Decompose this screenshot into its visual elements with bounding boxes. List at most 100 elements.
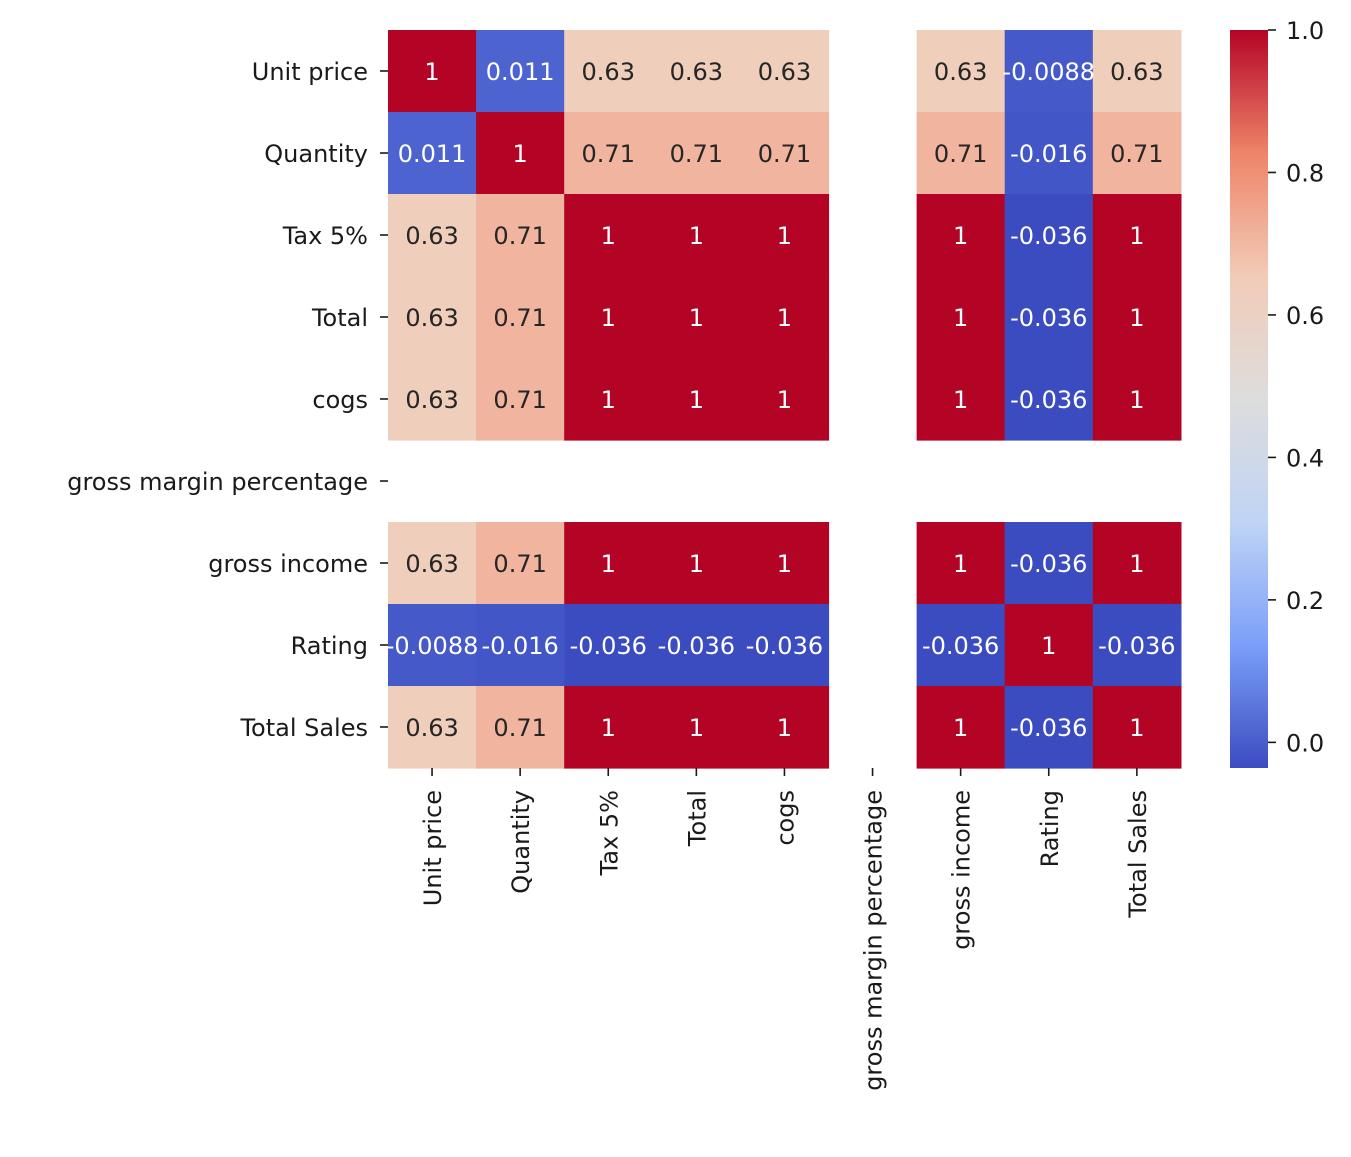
heatmap-cell — [388, 194, 477, 277]
heatmap-cell — [476, 276, 565, 359]
y-tick-label: cogs — [312, 386, 368, 414]
heatmap-annotation: -0.036 — [1010, 714, 1087, 742]
x-tick-label: gross margin percentage — [860, 790, 888, 1091]
heatmap-annotation: 1 — [601, 304, 616, 332]
x-tick-label: cogs — [771, 790, 799, 846]
heatmap-annotation: 1 — [601, 222, 616, 250]
heatmap-cell — [1092, 604, 1182, 687]
heatmap-annotation: 1 — [953, 550, 968, 578]
colorbar-tick-label: 0.6 — [1286, 302, 1324, 330]
heatmap-annotation: 1 — [601, 714, 616, 742]
heatmap-annotations: 1 0.011 0.63 0.63 0.63 0.63 -0.0088 0.63 0.011 1 0… — [386, 58, 1176, 742]
heatmap-cell — [1092, 194, 1182, 277]
heatmap-cell — [388, 686, 477, 769]
heatmap-annotation: -0.036 — [1010, 222, 1087, 250]
x-tick-label: Rating — [1036, 790, 1064, 867]
colorbar-gradient — [1230, 30, 1268, 768]
heatmap-cell — [740, 686, 830, 769]
heatmap-cell — [1004, 276, 1094, 359]
heatmap-annotation: 1 — [513, 140, 528, 168]
heatmap-cell — [916, 358, 1006, 441]
heatmap-annotation: -0.036 — [570, 632, 647, 660]
heatmap-cell — [388, 522, 477, 605]
heatmap-cell — [564, 194, 653, 277]
heatmap-annotation: 0.71 — [493, 304, 546, 332]
heatmap-annotation: 0.63 — [1110, 58, 1163, 86]
heatmap-cell — [652, 604, 741, 687]
heatmap-annotation: 0.63 — [405, 386, 458, 414]
heatmap-cell — [1092, 112, 1182, 195]
heatmap-annotation: -0.036 — [922, 632, 999, 660]
heatmap-cell — [740, 358, 830, 441]
heatmap-annotation: 1 — [953, 304, 968, 332]
heatmap-cell — [1092, 522, 1182, 605]
heatmap-cell — [1004, 686, 1094, 769]
heatmap-annotation: 0.63 — [934, 58, 987, 86]
heatmap-annotation: -0.016 — [1010, 140, 1087, 168]
heatmap-cell — [740, 604, 830, 687]
heatmap-cell — [476, 686, 565, 769]
heatmap-cell — [740, 522, 830, 605]
heatmap-annotation: 0.63 — [405, 550, 458, 578]
heatmap-cell — [740, 112, 830, 195]
heatmap-annotation: 0.71 — [670, 140, 723, 168]
heatmap-cell — [916, 30, 1006, 113]
heatmap-cell — [1004, 194, 1094, 277]
heatmap-cell — [916, 522, 1006, 605]
x-tick-label: Tax 5% — [595, 790, 623, 876]
heatmap-annotation: -0.036 — [1098, 632, 1175, 660]
heatmap-cell — [476, 358, 565, 441]
heatmap-annotation: 1 — [1129, 714, 1144, 742]
heatmap-cell — [1092, 276, 1182, 359]
y-tick-label: gross margin percentage — [67, 468, 368, 496]
heatmap-annotation: 1 — [777, 304, 792, 332]
heatmap-annotation: 1 — [601, 550, 616, 578]
heatmap-annotation: 0.63 — [670, 58, 723, 86]
heatmap-annotation: 1 — [601, 386, 616, 414]
heatmap-annotation: 1 — [953, 714, 968, 742]
heatmap-annotation: 0.63 — [758, 58, 811, 86]
colorbar-tick-label: 0.8 — [1286, 159, 1324, 187]
heatmap-annotation: 0.71 — [582, 140, 635, 168]
heatmap-annotation: -0.036 — [1010, 386, 1087, 414]
y-tick-label: Quantity — [264, 140, 368, 168]
heatmap-cell — [388, 358, 477, 441]
y-tick-label: Rating — [291, 632, 368, 660]
heatmap-cell — [652, 276, 741, 359]
heatmap-annotation: 1 — [689, 222, 704, 250]
heatmap-annotation: 1 — [1129, 550, 1144, 578]
heatmap-cell — [564, 276, 653, 359]
heatmap-annotation: 0.63 — [582, 58, 635, 86]
heatmap-cell — [1092, 358, 1182, 441]
heatmap-annotation: 0.011 — [398, 140, 467, 168]
colorbar-tick-label: 1.0 — [1286, 17, 1324, 45]
heatmap-cell — [652, 686, 741, 769]
heatmap-annotation: 0.71 — [758, 140, 811, 168]
heatmap-cell — [916, 686, 1006, 769]
heatmap-cell — [1004, 604, 1094, 687]
heatmap-annotation: 0.63 — [405, 222, 458, 250]
heatmap-cell — [388, 604, 477, 687]
heatmap-annotation: -0.016 — [481, 632, 558, 660]
heatmap-cell — [740, 276, 830, 359]
heatmap-annotation: 1 — [1041, 632, 1056, 660]
heatmap-annotation: 0.71 — [493, 714, 546, 742]
heatmap-annotation: 1 — [777, 550, 792, 578]
heatmap-cell — [388, 30, 477, 113]
x-tick-label: gross income — [948, 790, 976, 950]
heatmap-cell — [1004, 112, 1094, 195]
heatmap-cell — [652, 112, 741, 195]
colorbar: 0.0 0.2 0.4 0.6 0.8 1.0 — [1230, 17, 1324, 768]
heatmap-cell — [476, 30, 565, 113]
x-tick-label: Quantity — [507, 790, 535, 894]
heatmap-cell — [1092, 30, 1182, 113]
heatmap-annotation: 0.63 — [405, 714, 458, 742]
heatmap-cell — [652, 358, 741, 441]
heatmap-cells — [388, 30, 1182, 769]
x-tick-label: Unit price — [419, 790, 447, 906]
heatmap-annotation: 0.71 — [1110, 140, 1163, 168]
heatmap-annotation: 0.71 — [493, 222, 546, 250]
heatmap-annotation: 1 — [777, 386, 792, 414]
heatmap-cell — [564, 112, 653, 195]
